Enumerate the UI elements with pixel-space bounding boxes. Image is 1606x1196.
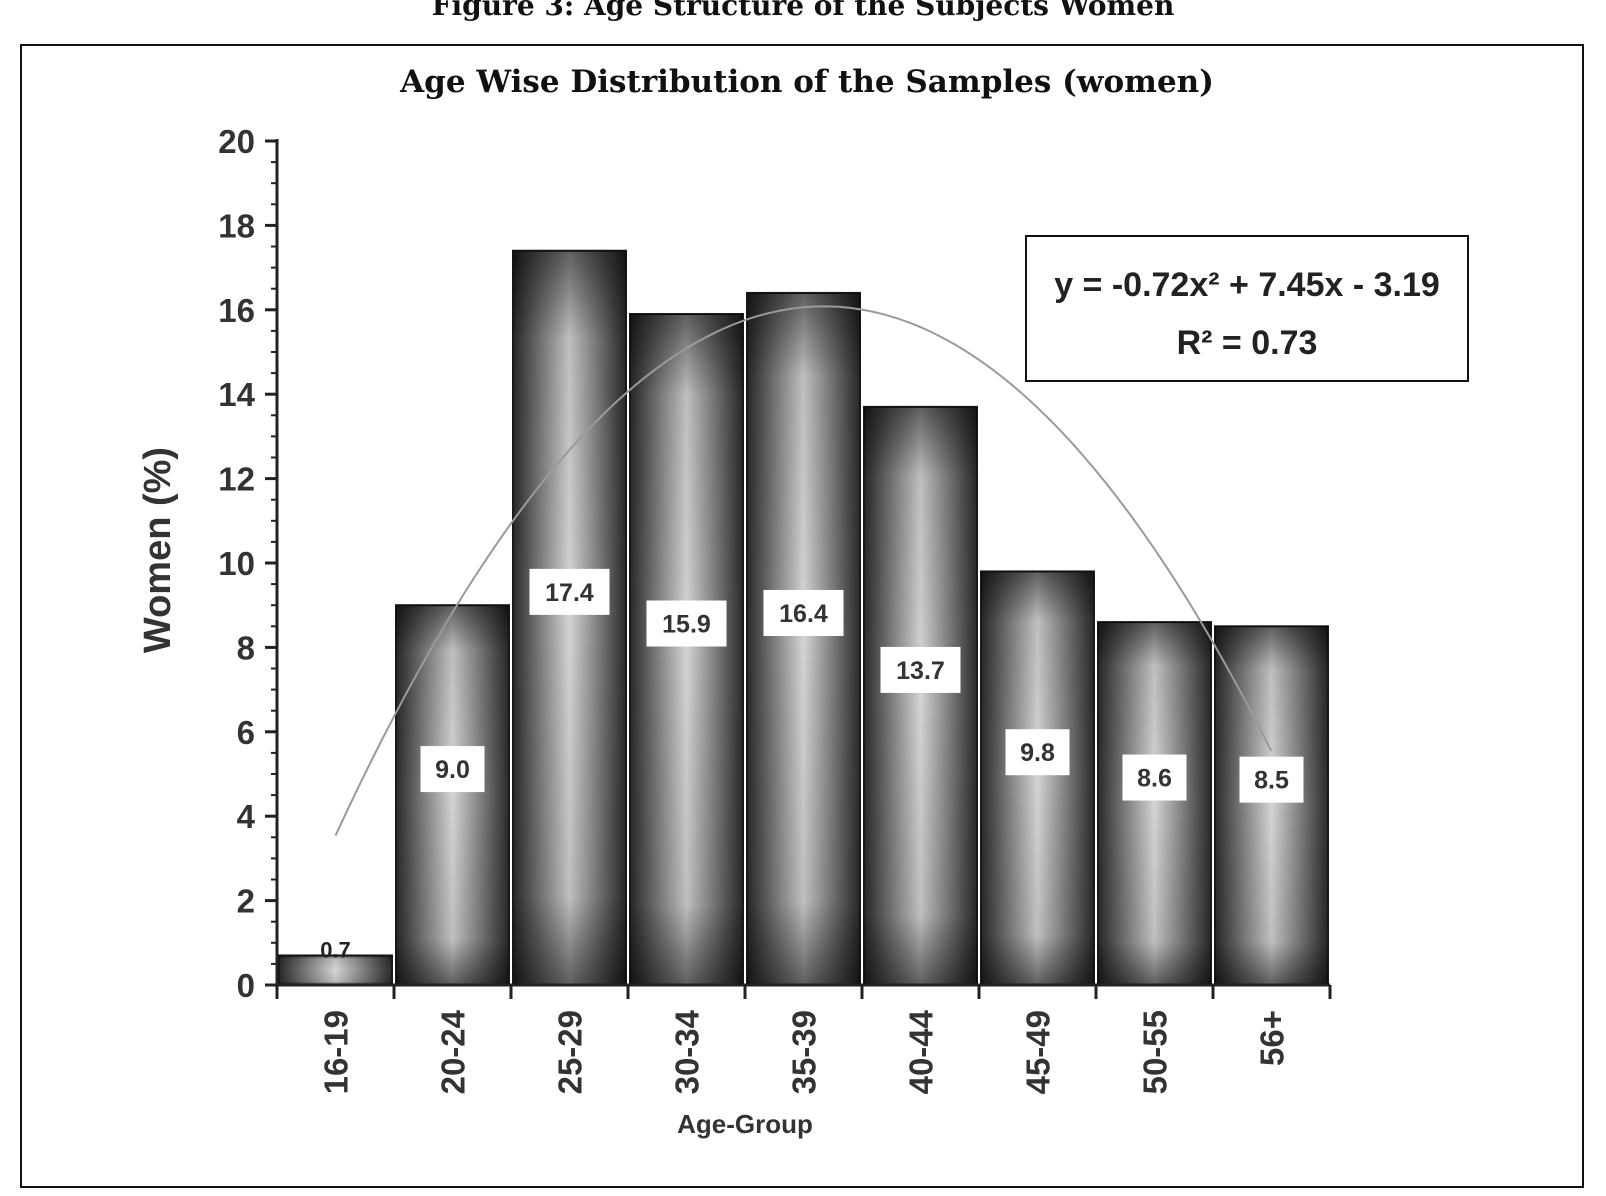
x-tick-label: 45-49 — [1020, 1010, 1057, 1094]
x-tick-label: 30-34 — [669, 1009, 706, 1094]
x-axis-label: Age-Group — [677, 1109, 813, 1139]
y-axis: 0 2 4 6 8 10 12 14 16 18 20 — [218, 123, 279, 1004]
bar-value-box — [646, 600, 727, 647]
bar-value-label: 9.8 — [1020, 739, 1055, 767]
figure-caption: Figure 3: Age Structure of the Subjects … — [431, 0, 1175, 22]
bar-value-label: 8.5 — [1254, 767, 1289, 795]
bar-value-box — [1005, 729, 1070, 776]
y-tick-label: 10 — [218, 545, 255, 582]
y-axis-label: Women (%) — [137, 447, 179, 653]
bar-value-label: 15.9 — [662, 611, 711, 639]
bar-value-label: 0.7 — [320, 937, 351, 962]
bar-56+ — [1214, 625, 1329, 986]
bar-value-label: 16.4 — [779, 600, 828, 628]
bar-30-34 — [629, 313, 744, 986]
bar-shading — [513, 250, 626, 986]
bar-shading — [864, 406, 977, 985]
x-tick-label: 20-24 — [435, 1009, 472, 1094]
y-tick-label: 20 — [218, 123, 255, 160]
bar-35-39 — [746, 291, 861, 987]
bar-shading — [630, 314, 743, 985]
y-tick-label: 8 — [237, 629, 255, 666]
bar-shading — [1098, 622, 1211, 985]
bar-20-24 — [395, 604, 510, 986]
bar-shading — [396, 605, 509, 985]
bar-shading — [1215, 626, 1328, 985]
y-tick-label: 14 — [218, 376, 255, 413]
x-tick-label: 16-19 — [318, 1010, 355, 1094]
y-tick-label: 18 — [218, 207, 255, 244]
bar-value-box — [763, 589, 844, 636]
x-tick-label: 25-29 — [552, 1010, 589, 1094]
bar-25-29 — [512, 249, 627, 987]
bar-shading — [981, 571, 1094, 985]
bar-value-box — [529, 568, 610, 615]
bar-value-label: 8.6 — [1137, 765, 1172, 793]
bar-value-label: 17.4 — [545, 579, 594, 607]
value-labels: 0.7 9.0 17.4 15.9 16.4 13.7 9.8 8.6 8.5 — [320, 568, 1304, 962]
r-squared-value: R² = 0.73 — [1177, 324, 1318, 362]
bar-value-label: 9.0 — [435, 756, 470, 784]
x-tick-label: 50-55 — [1137, 1010, 1174, 1094]
y-tick-label: 4 — [237, 798, 256, 835]
trendline-curve — [334, 305, 1273, 837]
bar-50-55 — [1097, 621, 1212, 987]
y-tick-label: 6 — [237, 714, 255, 751]
bar-16-19 — [278, 954, 393, 987]
bar-value-label: 13.7 — [896, 657, 945, 685]
x-tick-label: 35-39 — [786, 1010, 823, 1094]
x-tick-label: 40-44 — [903, 1009, 940, 1094]
trendline-equation: y = -0.72x² + 7.45x - 3.19 — [1054, 266, 1440, 304]
chart-title: Age Wise Distribution of the Samples (wo… — [399, 64, 1214, 100]
y-tick-label: 2 — [237, 883, 255, 920]
bar-shading — [279, 955, 392, 985]
equation-box: y = -0.72x² + 7.45x - 3.19 R² = 0.73 — [1025, 235, 1469, 382]
x-tick-label: 56+ — [1254, 1010, 1291, 1066]
bar-value-box — [420, 746, 485, 793]
bar-40-44 — [863, 405, 978, 986]
y-tick-label: 16 — [218, 292, 255, 329]
bar-value-box — [880, 646, 961, 693]
bar-value-box — [1239, 756, 1304, 803]
trendline — [334, 305, 1273, 837]
y-tick-label: 0 — [237, 967, 255, 1004]
bar-45-49 — [980, 570, 1095, 986]
x-axis: 16-19 20-24 25-29 30-34 35-39 40-44 45-49 50-55… — [275, 983, 1332, 1094]
bar-value-box — [1122, 754, 1187, 801]
bar-shading — [747, 292, 860, 985]
y-tick-label: 12 — [218, 461, 255, 498]
bars — [278, 249, 1329, 987]
